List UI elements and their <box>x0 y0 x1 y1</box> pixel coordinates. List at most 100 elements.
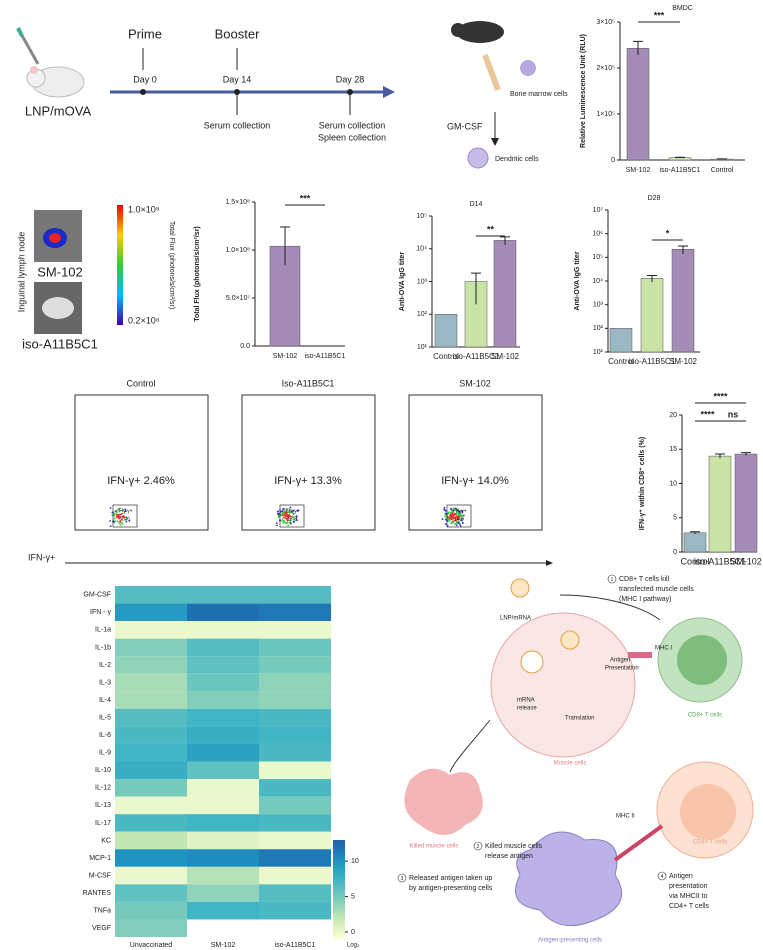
colorbar-step <box>333 859 345 863</box>
heat-cell <box>187 814 259 832</box>
colorbar-step <box>333 904 345 908</box>
error-bar <box>675 156 685 159</box>
flow-dot <box>450 507 452 510</box>
timeline-arrow <box>383 86 395 98</box>
flow-dot <box>450 522 453 525</box>
colorbar-step <box>333 921 345 925</box>
x-tick-label: iso-A11B5C1 <box>694 556 746 566</box>
row-label: IFN - γ <box>90 609 111 616</box>
heat-cell <box>115 638 187 657</box>
heat-cell <box>115 866 187 885</box>
heat-cell <box>259 761 331 780</box>
y-tick-label: 10³ <box>593 302 604 309</box>
y-axis-label: Anti-OVA IgG titer <box>574 251 581 310</box>
colorbar-step <box>333 847 345 851</box>
gate-label: 2.46 <box>120 516 130 522</box>
flow-dot <box>109 525 112 527</box>
flow-dot <box>287 524 290 527</box>
y-tick-label: 10⁵ <box>592 254 603 261</box>
row-label: IL-3 <box>99 679 111 686</box>
colorbar-step <box>333 842 345 846</box>
colorbar-tick-label: 10 <box>351 858 359 865</box>
heat-cell <box>115 743 187 762</box>
flow-gate <box>446 504 472 528</box>
heat-cell <box>115 761 187 780</box>
flow-dot <box>284 515 287 518</box>
chart-title: D28 <box>648 195 661 202</box>
flow-dot <box>115 515 118 518</box>
heat-cell <box>187 691 259 709</box>
y-tick-label: 10¹ <box>593 349 604 356</box>
mechanism-art <box>404 578 754 927</box>
flow-dot <box>454 519 457 522</box>
step-badge <box>607 574 617 584</box>
row-label: IL-1a <box>95 627 111 634</box>
step-number: 1 <box>611 577 614 583</box>
y-axis-label: Total Flux (photons/s/cm²/sr) <box>194 226 201 322</box>
collection-label: Serum collection <box>204 120 271 130</box>
mech-label: Translation <box>565 716 594 722</box>
flow-dot <box>443 506 446 509</box>
heat-cell <box>115 831 187 850</box>
flow-dot <box>118 522 121 524</box>
row-label: IL-12 <box>95 785 111 792</box>
colorbar-tick-label: 0 <box>351 929 355 936</box>
flow-summary: IFN-γ+ 2.46% <box>107 475 175 487</box>
bmdc-label: Bone marrow cells <box>510 91 568 98</box>
flow-dot <box>275 522 278 525</box>
flow-dot <box>451 520 454 523</box>
heat-cell <box>259 743 331 762</box>
step-text: release antigen <box>485 853 533 860</box>
flow-dot <box>286 508 288 511</box>
day-label: Day 14 <box>223 74 252 84</box>
event-label: Prime <box>128 26 162 41</box>
colorbar-step <box>333 936 345 940</box>
row-label: MCP-1 <box>89 855 111 862</box>
flow-dot <box>455 520 458 523</box>
flow-dot <box>284 517 286 519</box>
flow-dot <box>459 519 462 521</box>
sig-label: * <box>666 228 670 238</box>
sig-label: *** <box>300 193 311 203</box>
gate-label: IFN-γ+ <box>284 508 299 514</box>
flow-dot <box>291 515 294 518</box>
event-label: Booster <box>215 26 260 41</box>
flow-dot <box>447 511 450 514</box>
flow-box <box>74 394 209 531</box>
heat-cell <box>259 779 331 797</box>
flow-dot <box>276 510 279 513</box>
colorbar-step <box>333 901 345 905</box>
colorbar-step <box>333 857 345 861</box>
flow-dot <box>445 518 447 521</box>
flow-dot <box>112 512 115 515</box>
row-label: IL-10 <box>95 767 111 774</box>
flow-dot <box>293 516 295 519</box>
heat-cell <box>187 849 259 867</box>
sig-label: ns <box>728 409 739 419</box>
colorbar-step <box>333 884 345 888</box>
flow-dot <box>454 517 457 520</box>
mech-label: Antigen <box>610 658 630 664</box>
sig-label: *** <box>654 10 665 20</box>
mech-label: MHC II <box>616 814 635 820</box>
colorbar-step <box>333 882 345 886</box>
day-label: Day 28 <box>336 74 365 84</box>
flow-dot <box>282 512 284 514</box>
y-tick-label: 5.0×10⁷ <box>226 295 251 302</box>
heat-cell <box>259 586 331 604</box>
colorbar-step <box>333 849 345 853</box>
colorbar-step <box>333 934 345 938</box>
flux-colorbar <box>117 205 123 325</box>
error-bar <box>647 275 657 283</box>
row-label: IL-13 <box>95 802 111 809</box>
bar <box>434 314 458 348</box>
heat-cell <box>187 796 259 815</box>
flow-box <box>408 394 543 531</box>
colorbar-step <box>333 899 345 903</box>
flow-dot <box>453 507 455 510</box>
mech-label: Antigen-presenting cells <box>538 938 602 944</box>
flow-dot <box>119 513 122 516</box>
heat-cell <box>187 761 259 780</box>
flow-dot <box>113 513 116 516</box>
